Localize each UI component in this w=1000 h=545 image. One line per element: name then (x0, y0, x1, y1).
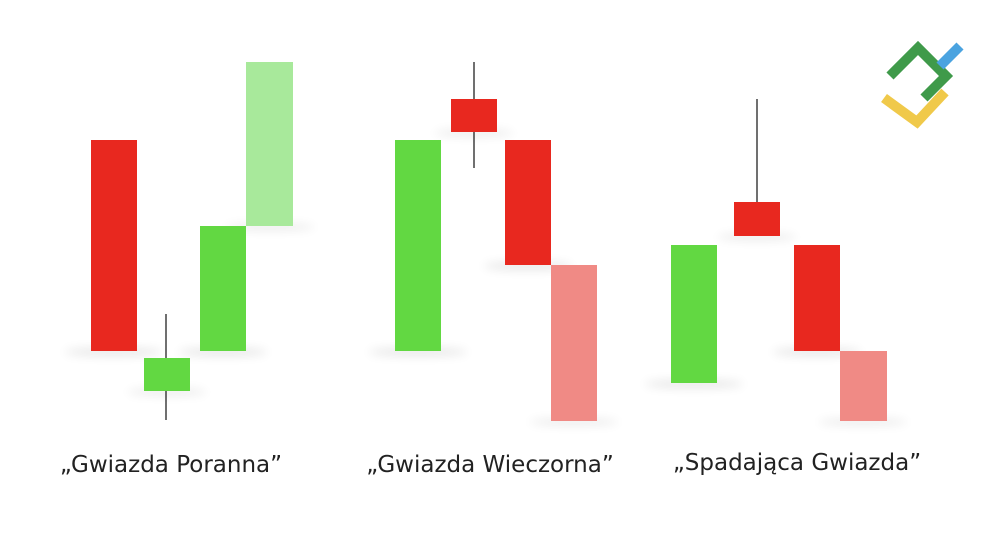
candle (794, 245, 840, 351)
candle (91, 140, 137, 351)
shadows (64, 130, 908, 425)
candle (395, 140, 441, 351)
pattern-label: „Gwiazda Poranna” (60, 452, 282, 478)
shooting-star-candles (671, 99, 887, 421)
logo (881, 40, 964, 129)
morning-star-candles (91, 62, 293, 420)
candle (144, 358, 190, 391)
candle (200, 226, 246, 351)
candle (246, 62, 293, 226)
evening-star-candles (395, 62, 597, 421)
candle (671, 245, 717, 383)
candle (551, 265, 597, 421)
pattern-label: „Gwiazda Wieczorna” (366, 452, 614, 478)
candle (734, 202, 780, 236)
pattern-label: „Spadająca Gwiazda” (673, 450, 921, 476)
candle (840, 351, 887, 421)
candle (451, 99, 497, 132)
candle (505, 140, 551, 265)
